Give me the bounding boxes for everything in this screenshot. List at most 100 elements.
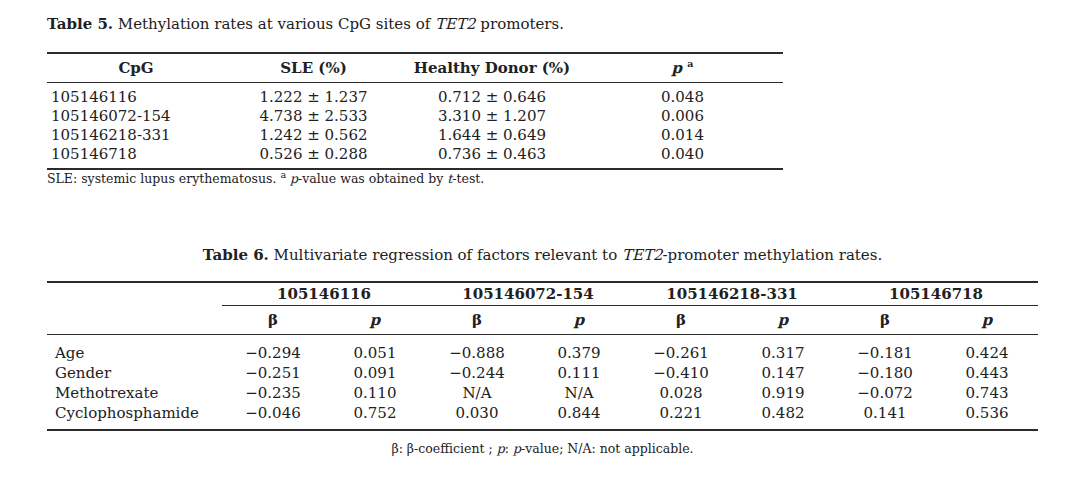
table6-subheader-beta: β [834,305,936,334]
table5-header-cpg: CpG [47,53,225,82]
table6-row: Age −0.294 0.051 −0.888 0.379 −0.261 0.3… [47,334,1038,363]
table5-footnote-mid: -value was obtained by [298,171,447,186]
table6-footnote-beta: β: β-coefficient ; [391,441,496,456]
cell-beta: 0.028 [630,383,732,403]
cell-sle: 1.222 ± 1.237 [225,82,402,107]
cell-p: 0.443 [936,363,1038,383]
table5-caption-gene: TET2 [435,15,476,33]
cell-p: 0.482 [732,403,834,430]
table6-stub-empty [47,305,222,334]
cell-p: 0.014 [582,126,783,145]
cell-beta: −0.251 [222,363,324,383]
cell-p: 0.919 [732,383,834,403]
cell-sle: 4.738 ± 2.533 [225,107,402,126]
table6: 105146116 105146072-154 105146218-331 10… [47,281,1038,431]
cell-beta: −0.072 [834,383,936,403]
table5-footnote: SLE: systemic lupus erythematosus. a p-v… [47,171,484,187]
table5-header-donor: Healthy Donor (%) [402,53,582,82]
cell-p: 0.110 [324,383,426,403]
table5-footnote-text: SLE: systemic lupus erythematosus. [47,171,280,186]
table5-caption: Table 5. Methylation rates at various Cp… [47,15,564,34]
cell-beta: −0.410 [630,363,732,383]
cell-beta: −0.244 [426,363,528,383]
table6-footnote-tail: -value; N/A: not applicable. [521,441,694,456]
table6-subheader-p: p [528,305,630,334]
cell-beta: N/A [426,383,528,403]
cell-p: 0.111 [528,363,630,383]
cell-factor: Cyclophosphamide [47,403,222,430]
table6-subheader-p: p [732,305,834,334]
cell-p: 0.048 [582,82,783,107]
table6-row: Gender −0.251 0.091 −0.244 0.111 −0.410 … [47,363,1038,383]
cell-p: 0.379 [528,334,630,363]
cell-p: 0.752 [324,403,426,430]
table5: CpG SLE (%) Healthy Donor (%) p a 105146… [47,52,783,170]
cell-p: 0.091 [324,363,426,383]
table6-group-105146116: 105146116 [222,282,426,305]
cell-beta: −0.261 [630,334,732,363]
cell-cpg: 105146718 [47,145,225,169]
cell-p: 0.040 [582,145,783,169]
table6-group-105146218-331: 105146218-331 [630,282,834,305]
cell-p: 0.051 [324,334,426,363]
table6-caption-tail: -promoter methylation rates. [662,246,882,264]
table6-footnote-p1: p [497,441,505,456]
cell-p: 0.317 [732,334,834,363]
cell-donor: 0.712 ± 0.646 [402,82,582,107]
cell-donor: 0.736 ± 0.463 [402,145,582,169]
cell-beta: 0.221 [630,403,732,430]
cell-cpg: 105146072-154 [47,107,225,126]
cell-p: 0.536 [936,403,1038,430]
table6-group-105146718: 105146718 [834,282,1038,305]
table6-row: Cyclophosphamide −0.046 0.752 0.030 0.84… [47,403,1038,430]
table6-subheader-p: p [324,305,426,334]
cell-sle: 1.242 ± 0.562 [225,126,402,145]
cell-p: 0.844 [528,403,630,430]
cell-beta: 0.030 [426,403,528,430]
cell-beta: −0.046 [222,403,324,430]
cell-p: 0.147 [732,363,834,383]
table6-caption-text: Multivariate regression of factors relev… [269,246,622,264]
cell-beta: −0.235 [222,383,324,403]
table6-footnote-p2: p [513,441,521,456]
table6-subheader-row: β p β p β p β p [47,305,1038,334]
table6-caption-label: Table 6. [203,246,269,264]
cell-p: 0.743 [936,383,1038,403]
table5-footnote-tail: -test. [452,171,484,186]
cell-donor: 3.310 ± 1.207 [402,107,582,126]
cell-beta: 0.141 [834,403,936,430]
cell-beta: −0.294 [222,334,324,363]
table6-caption: Table 6. Multivariate regression of fact… [47,246,1038,265]
table6-row: Methotrexate −0.235 0.110 N/A N/A 0.028 … [47,383,1038,403]
table5-row: 105146718 0.526 ± 0.288 0.736 ± 0.463 0.… [47,145,783,169]
table5-header-p-marker: a [687,58,693,69]
table5-footnote-p: p [290,171,298,186]
table5-row: 105146072-154 4.738 ± 2.533 3.310 ± 1.20… [47,107,783,126]
table5-caption-tail: promoters. [476,15,564,33]
cell-sle: 0.526 ± 0.288 [225,145,402,169]
cell-cpg: 105146116 [47,82,225,107]
cell-factor: Gender [47,363,222,383]
cell-p: 0.006 [582,107,783,126]
table5-caption-label: Table 5. [47,15,113,33]
table6-caption-gene: TET2 [622,246,663,264]
cell-beta: −0.181 [834,334,936,363]
cell-beta: −0.888 [426,334,528,363]
cell-p: N/A [528,383,630,403]
cell-p: 0.424 [936,334,1038,363]
table5-header-row: CpG SLE (%) Healthy Donor (%) p a [47,53,783,82]
cell-factor: Methotrexate [47,383,222,403]
table5-row: 105146218-331 1.242 ± 0.562 1.644 ± 0.64… [47,126,783,145]
table6-footnote: β: β-coefficient ; p: p-value; N/A: not … [47,441,1038,457]
cell-beta: −0.180 [834,363,936,383]
cell-donor: 1.644 ± 0.649 [402,126,582,145]
table5-header-sle: SLE (%) [225,53,402,82]
table5-header-p-symbol: p [672,59,683,77]
table5-header-p: p a [582,53,783,82]
page: { "table5": { "caption": { "label": "Tab… [0,0,1080,477]
cell-factor: Age [47,334,222,363]
table6-subheader-beta: β [426,305,528,334]
table6-stub-empty [47,282,222,305]
table6-subheader-p: p [936,305,1038,334]
table6-subheader-beta: β [630,305,732,334]
